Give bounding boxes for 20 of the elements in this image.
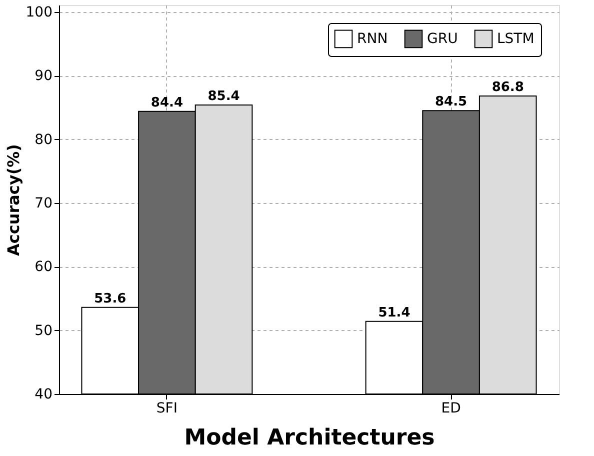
y-tick-label: 100 [26,4,52,21]
x-axis-title: Model Architectures [184,426,435,450]
x-tick-label: SFI [156,400,178,416]
data-label: 84.4 [150,95,183,110]
x-tick-label: ED [441,400,461,416]
data-label: 85.4 [208,88,240,104]
legend-label: LSTM [497,30,534,47]
legend-label: RNN [357,30,388,47]
y-tick-label: 70 [34,196,52,212]
data-label: 53.6 [94,291,126,306]
y-tick-label: 80 [34,132,52,148]
y-tick-label: 90 [34,68,52,84]
data-label: 51.4 [378,305,410,320]
y-tick-label: 40 [34,386,52,402]
data-label: 86.8 [492,80,524,96]
y-tick-label: 50 [34,322,52,339]
y-tick-label: 60 [34,259,52,276]
y-axis-title: Accuracy(%) [4,144,23,256]
legend-label: GRU [427,30,458,47]
data-label: 84.5 [435,94,468,110]
